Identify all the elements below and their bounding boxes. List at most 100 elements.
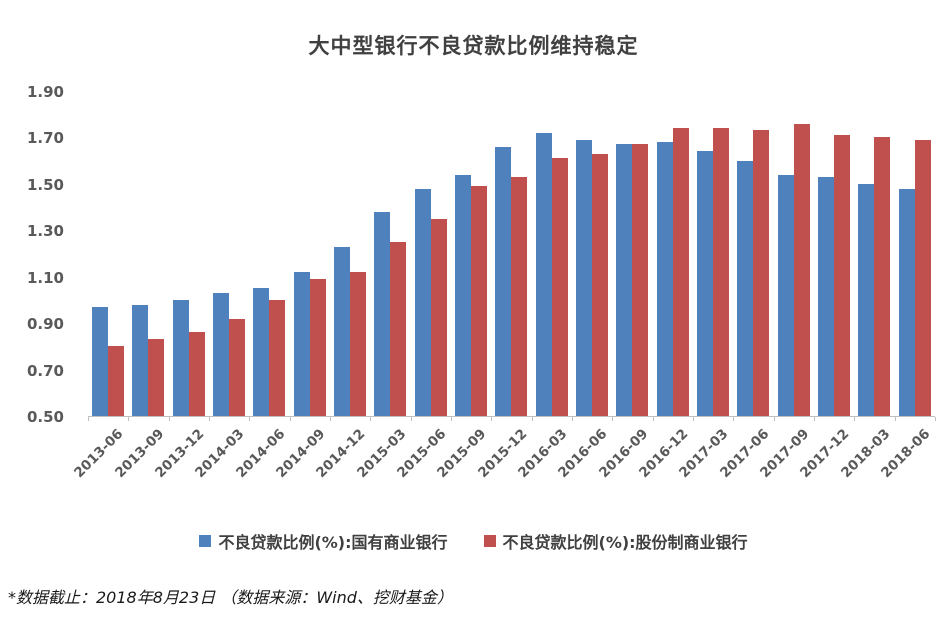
x-axis-tick — [330, 417, 331, 421]
bar — [148, 339, 165, 416]
bar — [495, 146, 512, 416]
x-axis-tick — [209, 417, 210, 421]
bar — [172, 299, 189, 416]
y-axis-tick-label: 1.70 — [26, 129, 64, 148]
bar-group-2015-09 — [451, 92, 491, 416]
y-axis-tick-label: 1.10 — [26, 268, 64, 287]
bar-group-2014-06 — [249, 92, 289, 416]
footnote: *数据截止：2018年8月23日 （数据来源：Wind、挖财基金） — [8, 588, 453, 607]
bar — [656, 142, 673, 416]
bar — [253, 288, 270, 416]
bar — [390, 241, 407, 416]
bar-group-2018-03 — [854, 92, 894, 416]
chart-title: 大中型银行不良贷款比例维持稳定 — [308, 34, 639, 58]
bar — [672, 128, 689, 416]
bar — [713, 128, 730, 416]
y-axis-tick-label: 0.70 — [26, 361, 64, 380]
x-axis-tick — [693, 417, 694, 421]
bar-group-2017-03 — [693, 92, 733, 416]
bar — [309, 279, 326, 416]
bar — [874, 137, 891, 416]
bar — [414, 188, 431, 416]
bar — [576, 139, 593, 416]
x-axis-tick — [814, 417, 815, 421]
y-axis-tick-label: 1.50 — [26, 175, 64, 194]
bar — [511, 176, 528, 416]
x-axis-tick — [531, 417, 533, 421]
x-axis-tick — [733, 417, 735, 421]
x-axis-tick — [410, 417, 412, 421]
bar — [632, 144, 649, 416]
bar-group-2015-12 — [491, 92, 531, 416]
bar-group-2018-06 — [895, 92, 935, 416]
bar — [616, 144, 633, 416]
bar — [551, 158, 568, 416]
legend: 不良贷款比例(%):国有商业银行 不良贷款比例(%):股份制商业银行 — [0, 529, 947, 553]
bar — [92, 306, 109, 416]
legend-item-joint-stock-banks: 不良贷款比例(%):股份制商业银行 — [483, 529, 748, 553]
x-axis-tick — [652, 417, 654, 421]
series-2-marker-icon — [483, 535, 496, 547]
bar — [535, 132, 552, 416]
bar — [793, 123, 810, 416]
bar-group-2015-06 — [411, 92, 451, 416]
bar — [108, 346, 125, 416]
bar-group-2013-09 — [128, 92, 168, 416]
bar — [858, 183, 875, 416]
bar — [471, 186, 488, 416]
bar — [269, 299, 286, 416]
bar-group-2014-09 — [290, 92, 330, 416]
y-axis-tick-label: 0.50 — [26, 408, 64, 426]
bar-group-2014-12 — [330, 92, 370, 416]
bar — [430, 218, 447, 416]
bar — [213, 292, 230, 416]
bar-group-2016-12 — [653, 92, 693, 416]
x-axis-tick — [128, 417, 130, 421]
x-axis-tick — [773, 417, 775, 421]
x-axis-tick — [88, 417, 89, 421]
x-axis-tick — [935, 417, 936, 421]
bar — [334, 246, 351, 416]
x-axis-tick — [168, 417, 170, 421]
plot-area — [88, 92, 935, 417]
bar — [818, 176, 835, 416]
bar-group-2017-06 — [733, 92, 773, 416]
bar-group-2014-03 — [209, 92, 249, 416]
bar — [350, 272, 367, 416]
series-1-marker-icon — [199, 535, 212, 547]
bar-group-2013-06 — [88, 92, 128, 416]
x-axis-tick — [572, 417, 573, 421]
bar — [898, 188, 915, 416]
x-axis-tick — [370, 417, 372, 421]
bar — [777, 174, 794, 416]
y-axis-tick-label: 1.90 — [26, 83, 64, 101]
legend-label: 不良贷款比例(%):股份制商业银行 — [502, 533, 748, 552]
bar-group-2017-09 — [774, 92, 814, 416]
y-axis-tick-label: 1.30 — [26, 222, 64, 241]
bar — [293, 272, 310, 416]
bar — [188, 332, 205, 416]
x-axis-tick — [289, 417, 291, 421]
bar-group-2015-03 — [370, 92, 410, 416]
legend-item-state-owned-banks: 不良贷款比例(%):国有商业银行 — [199, 529, 448, 553]
bar — [834, 135, 851, 416]
bar — [592, 153, 609, 416]
bar — [914, 139, 931, 416]
bar — [229, 318, 246, 416]
bar — [132, 304, 149, 416]
bar — [737, 160, 754, 416]
bar — [455, 174, 472, 416]
legend-label: 不良贷款比例(%):国有商业银行 — [218, 533, 448, 552]
x-axis-tick — [894, 417, 896, 421]
x-axis-tick — [249, 417, 251, 421]
bar-group-2013-12 — [169, 92, 209, 416]
bar-group-2017-12 — [814, 92, 854, 416]
x-axis-tick — [612, 417, 614, 421]
bar-group-2016-06 — [572, 92, 612, 416]
x-axis-tick — [491, 417, 493, 421]
bar — [697, 151, 714, 416]
y-axis-tick-label: 0.90 — [26, 315, 64, 334]
bar-group-2016-03 — [532, 92, 572, 416]
x-axis-tick — [854, 417, 856, 421]
